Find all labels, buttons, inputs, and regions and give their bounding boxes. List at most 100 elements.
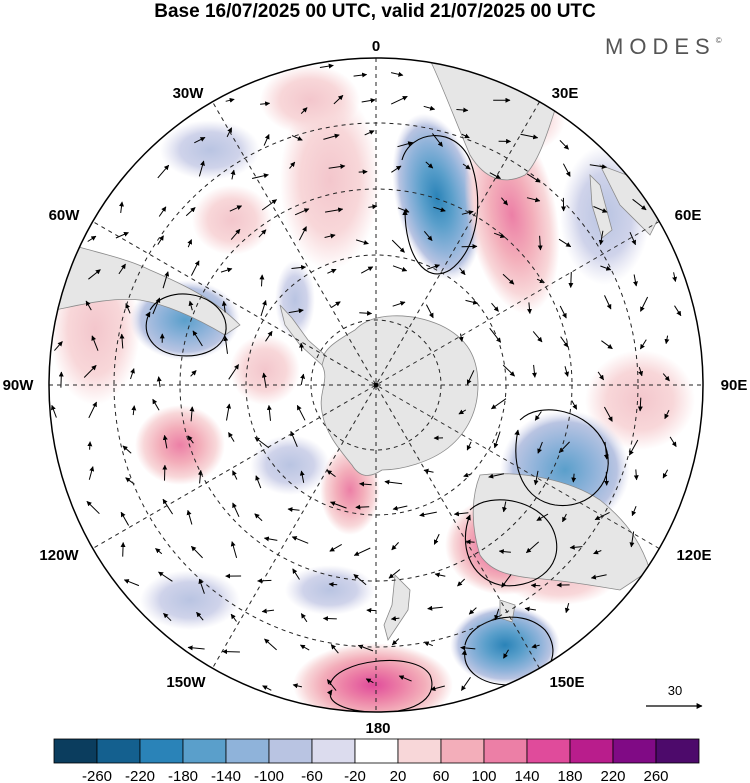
wind-arrow [419,511,437,518]
wind-arrow [228,432,235,442]
wind-arrow [501,197,508,206]
wind-arrow [465,299,479,305]
wind-arrow [631,506,637,517]
wind-arrow [391,239,405,253]
colorbar-tick-label: -220 [125,768,155,783]
colorbar-swatch [96,738,141,764]
wind-arrow [292,683,303,689]
anomaly-pink-100w [135,405,225,485]
wind-arrow [263,536,278,542]
wind-arrow [194,136,206,144]
wind-arrow [359,481,372,487]
wind-arrow [229,205,243,212]
wind-arrow [598,230,604,246]
vortex-130e [464,499,558,587]
colorbar-tick-label: 20 [390,768,407,783]
wind-arrow [265,330,273,342]
wind-arrow [198,160,205,177]
lon-label-120w: 120W [39,547,79,564]
wind-arrow [638,366,644,377]
colorbar-tick-label: -60 [301,768,323,783]
brand-text: MODES [605,34,716,59]
map-boundary [48,57,704,713]
wind-arrow [460,645,476,651]
wind-arrow [119,201,125,213]
wind-arrow [323,133,340,140]
anomaly-pink-180 [293,643,453,712]
wind-arrow [397,207,410,213]
wind-arrow [532,331,543,343]
wind-arrow [531,364,537,378]
colorbar-swatch [354,738,399,764]
wind-arrow [91,335,99,351]
wind-arrow [298,342,304,352]
wind-arrow [223,335,229,354]
wind-arrow [255,475,262,489]
wind-arrow [637,397,643,412]
colorbar-swatch [397,738,442,764]
wind-arrow [633,469,639,481]
wind-arrow [230,228,241,240]
map-title: Base 16/07/2025 00 UTC, valid 21/07/2025… [154,1,596,22]
wind-arrow [88,401,97,419]
new-zealand [383,574,411,641]
wind-arrow [368,204,378,210]
wind-arrow [186,509,193,525]
wind-arrow [571,473,577,483]
wind-arrow [494,608,500,621]
wind-arrow [526,197,541,203]
wind-arrow [330,644,339,654]
colorbar-swatch [225,738,270,764]
wind-arrow [632,274,638,287]
wind-arrow [358,169,368,175]
wind-arrow [425,304,434,319]
anomaly-blue-170w [285,565,375,615]
colorbar-swatch [53,738,98,764]
colorbar-tick-label: 100 [471,768,496,783]
lon-label-180: 180 [365,720,390,737]
wind-arrow [537,441,543,454]
wind-arrow [502,501,507,513]
wind-arrow [669,436,677,448]
wind-arrow [433,533,440,545]
anomaly-blue-20w [160,120,260,180]
wind-arrow [590,574,607,580]
wind-arrow [291,536,309,544]
wind-arrow [123,579,140,587]
colorbar-swatch [526,738,571,764]
wind-arrow [461,210,474,216]
wind-arrow [263,134,270,146]
lon-label-60w: 60W [49,207,81,224]
vortex-70w [145,293,227,357]
wind-arrow [331,301,341,308]
wind-arrow [520,133,539,140]
wind-arrow [432,133,443,147]
wind-arrow [353,72,368,78]
wind-arrow [423,468,434,474]
wind-arrow [568,271,574,288]
wind-arrow [328,164,346,170]
wind-arrow [260,101,271,107]
wind-arrow [639,339,647,350]
wind-arrow [300,107,308,114]
wind-arrow [640,296,649,312]
wind-arrow [230,541,238,559]
wind-arrow [294,208,310,216]
wind-arrow [187,645,205,651]
wind-arrow [122,445,132,454]
wind-arrow [423,105,436,111]
wind-arrow [493,431,501,449]
wind-arrow [488,473,505,479]
wind-arrow [289,161,296,169]
wind-arrow [493,232,506,238]
wind-arrow [537,235,543,251]
wind-arrow [397,141,414,148]
wind-arrow [157,164,170,179]
australia [472,473,651,591]
wind-arrow [559,305,567,319]
wind-arrow [163,612,172,622]
wind-arrow [88,269,101,280]
wind-arrow [427,264,440,270]
wind-arrow [664,409,670,420]
wind-arrow [190,260,200,276]
